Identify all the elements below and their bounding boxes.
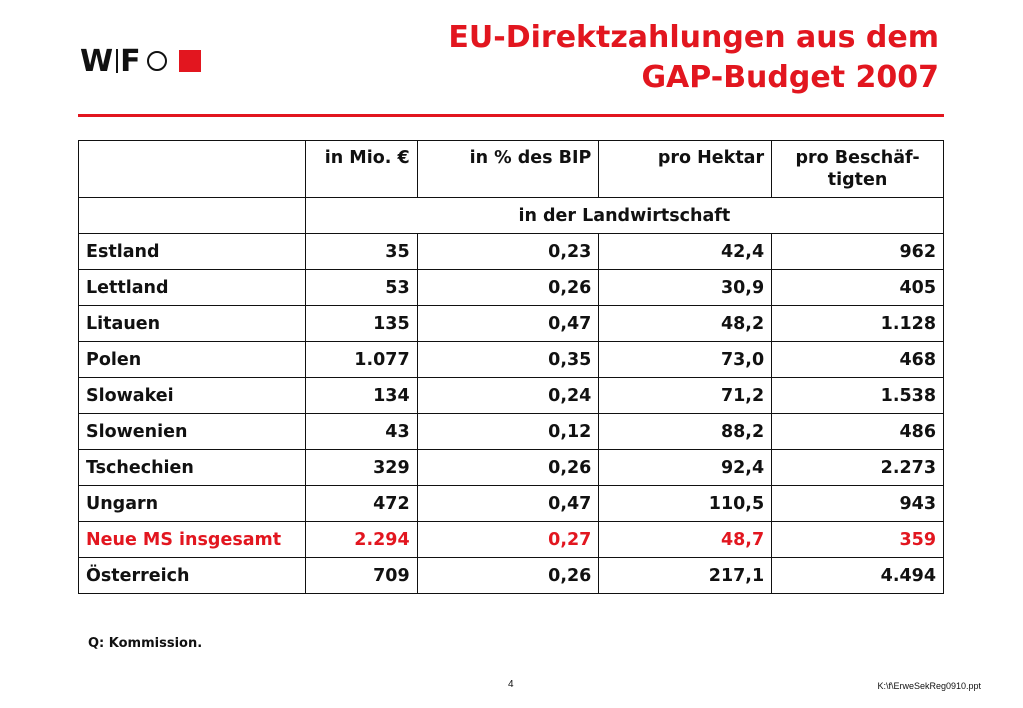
cell-mio-euro: 472 [304,485,418,522]
cell-pct-bip: 0,26 [416,557,600,594]
logo-circle-icon [146,51,167,71]
table-row: Litauen 135 0,47 48,2 1.128 [78,305,944,342]
logo-letter-w: W [80,43,115,79]
table-row: Lettland 53 0,26 30,9 405 [78,269,944,306]
table-body: Estland 35 0,23 42,4 962 Lettland 53 0,26 30,9 40… [78,233,944,594]
header-per-hectare: pro Hektar [598,140,773,198]
cell-mio-euro: 709 [304,557,418,594]
table-row: Österreich 709 0,26 217,1 4.494 [78,557,944,594]
cell-per-hectare: 110,5 [598,485,773,522]
subheader-empty [78,197,306,234]
title-divider [78,114,944,117]
cell-pct-bip: 0,27 [416,521,600,558]
title-line-2: GAP-Budget 2007 [641,60,939,95]
cell-country: Litauen [78,305,306,342]
cell-per-employee: 359 [771,521,944,558]
wifo-logo: W F [80,43,201,79]
cell-per-hectare: 71,2 [598,377,773,414]
cell-country: Slowakei [78,377,306,414]
page-number: 4 [508,679,514,690]
table-row: Slowenien 43 0,12 88,2 486 [78,413,944,450]
cell-pct-bip: 0,24 [416,377,600,414]
cell-mio-euro: 53 [304,269,418,306]
cell-per-employee: 962 [771,233,944,270]
table-row: Estland 35 0,23 42,4 962 [78,233,944,270]
header-per-employee-text: pro Beschäf-tigten [795,148,920,190]
table-row: Neue MS insgesamt 2.294 0,27 48,7 359 [78,521,944,558]
cell-country: Tschechien [78,449,306,486]
cell-pct-bip: 0,12 [416,413,600,450]
cell-pct-bip: 0,23 [416,233,600,270]
slide-title: EU-Direktzahlungen aus dem GAP-Budget 20… [448,18,939,98]
table-row: Tschechien 329 0,26 92,4 2.273 [78,449,944,486]
table-row: Polen 1.077 0,35 73,0 468 [78,341,944,378]
logo-square-icon [178,50,201,72]
cell-per-hectare: 42,4 [598,233,773,270]
cell-per-hectare: 48,7 [598,521,773,558]
cell-per-employee: 2.273 [771,449,944,486]
cell-country: Österreich [78,557,306,594]
file-path: K:\f\ErweSekReg0910.ppt [877,681,981,691]
cell-per-employee: 405 [771,269,944,306]
header-empty [78,140,306,198]
cell-pct-bip: 0,35 [416,341,600,378]
subheader-agriculture: in der Landwirtschaft [304,197,945,234]
header-per-employee: pro Beschäf-tigten [771,140,944,198]
logo-letter-f: F [120,43,142,79]
title-line-1: EU-Direktzahlungen aus dem [448,20,939,55]
cell-per-hectare: 48,2 [598,305,773,342]
cell-mio-euro: 135 [304,305,418,342]
cell-country: Polen [78,341,306,378]
table-header-row: in Mio. € in % des BIP pro Hektar pro Be… [78,140,944,198]
table-subheader-row: in der Landwirtschaft [78,197,945,234]
cell-per-employee: 1.538 [771,377,944,414]
cell-per-employee: 486 [771,413,944,450]
source-note: Q: Kommission. [88,636,203,651]
cell-country: Neue MS insgesamt [78,521,306,558]
payments-table: in Mio. € in % des BIP pro Hektar pro Be… [78,140,945,594]
cell-pct-bip: 0,47 [416,305,600,342]
table-row: Slowakei 134 0,24 71,2 1.538 [78,377,944,414]
cell-per-employee: 943 [771,485,944,522]
cell-per-employee: 4.494 [771,557,944,594]
cell-mio-euro: 1.077 [304,341,418,378]
cell-pct-bip: 0,47 [416,485,600,522]
cell-per-hectare: 217,1 [598,557,773,594]
cell-per-hectare: 73,0 [598,341,773,378]
logo-bar [116,49,119,73]
cell-country: Ungarn [78,485,306,522]
header-pct-bip: in % des BIP [416,140,600,198]
cell-per-employee: 1.128 [771,305,944,342]
cell-per-employee: 468 [771,341,944,378]
cell-mio-euro: 134 [304,377,418,414]
cell-per-hectare: 30,9 [598,269,773,306]
cell-per-hectare: 88,2 [598,413,773,450]
cell-pct-bip: 0,26 [416,449,600,486]
cell-country: Lettland [78,269,306,306]
cell-mio-euro: 35 [304,233,418,270]
cell-mio-euro: 43 [304,413,418,450]
cell-country: Slowenien [78,413,306,450]
cell-pct-bip: 0,26 [416,269,600,306]
header-mio-euro: in Mio. € [304,140,418,198]
cell-mio-euro: 329 [304,449,418,486]
cell-per-hectare: 92,4 [598,449,773,486]
cell-country: Estland [78,233,306,270]
table-row: Ungarn 472 0,47 110,5 943 [78,485,944,522]
cell-mio-euro: 2.294 [304,521,418,558]
